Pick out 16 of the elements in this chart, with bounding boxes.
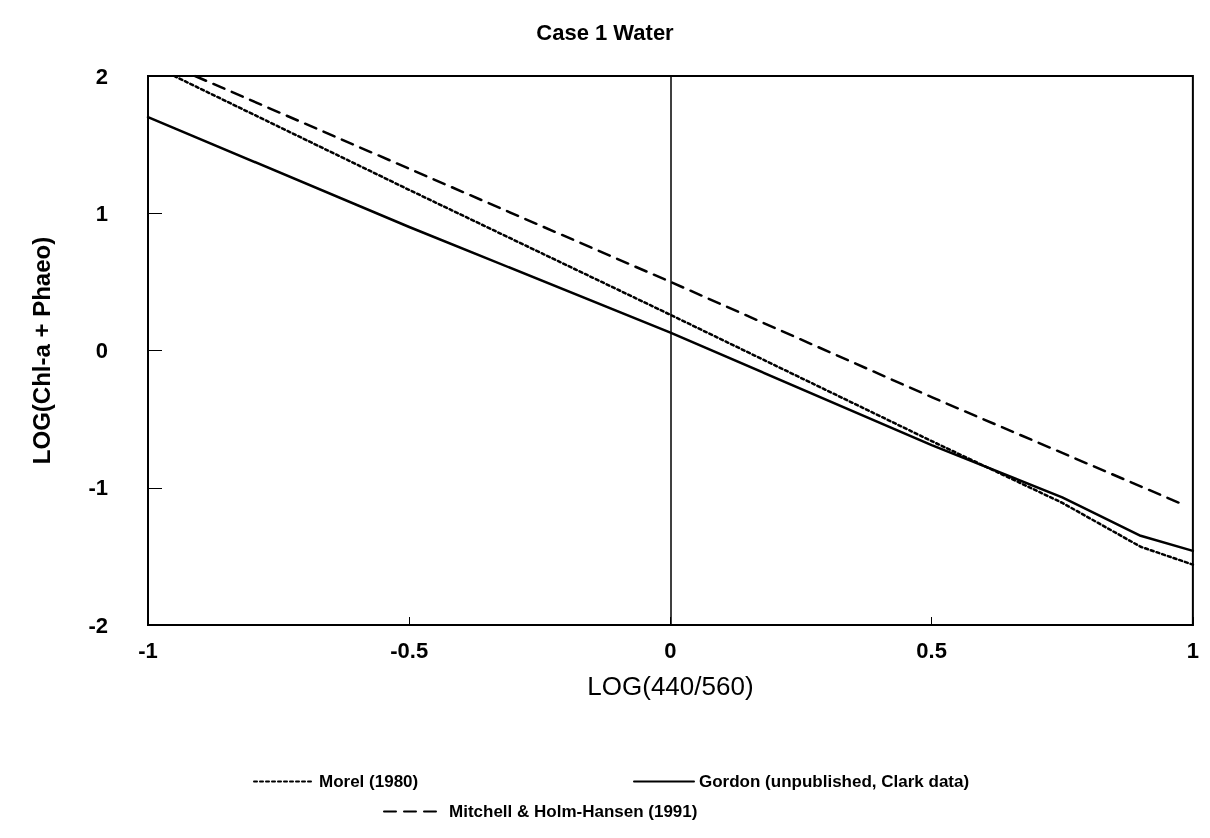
chart-title: Case 1 Water [536,19,675,45]
y-axis-title: LOG(Chl-a + Phaeo) [27,236,55,465]
y-tick-label: 0 [95,338,108,363]
y-tick-label: 2 [95,63,108,89]
y-tick-label: -1 [88,475,108,501]
x-tick-label: -1 [138,637,158,663]
y-tick-label: -2 [88,612,108,638]
x-tick-label: 0.5 [916,637,947,663]
legend-label: Mitchell & Holm-Hansen (1991) [449,802,698,821]
x-tick-label: -0.5 [390,637,429,663]
x-tick-label: 1 [1186,637,1200,663]
x-tick-label: 0 [664,637,677,663]
x-axis-title: LOG(440/560) [587,671,754,701]
y-tick-label: 1 [95,200,108,226]
legend-label: Morel (1980) [319,772,419,791]
legend-label: Gordon (unpublished, Clark data) [699,772,970,791]
